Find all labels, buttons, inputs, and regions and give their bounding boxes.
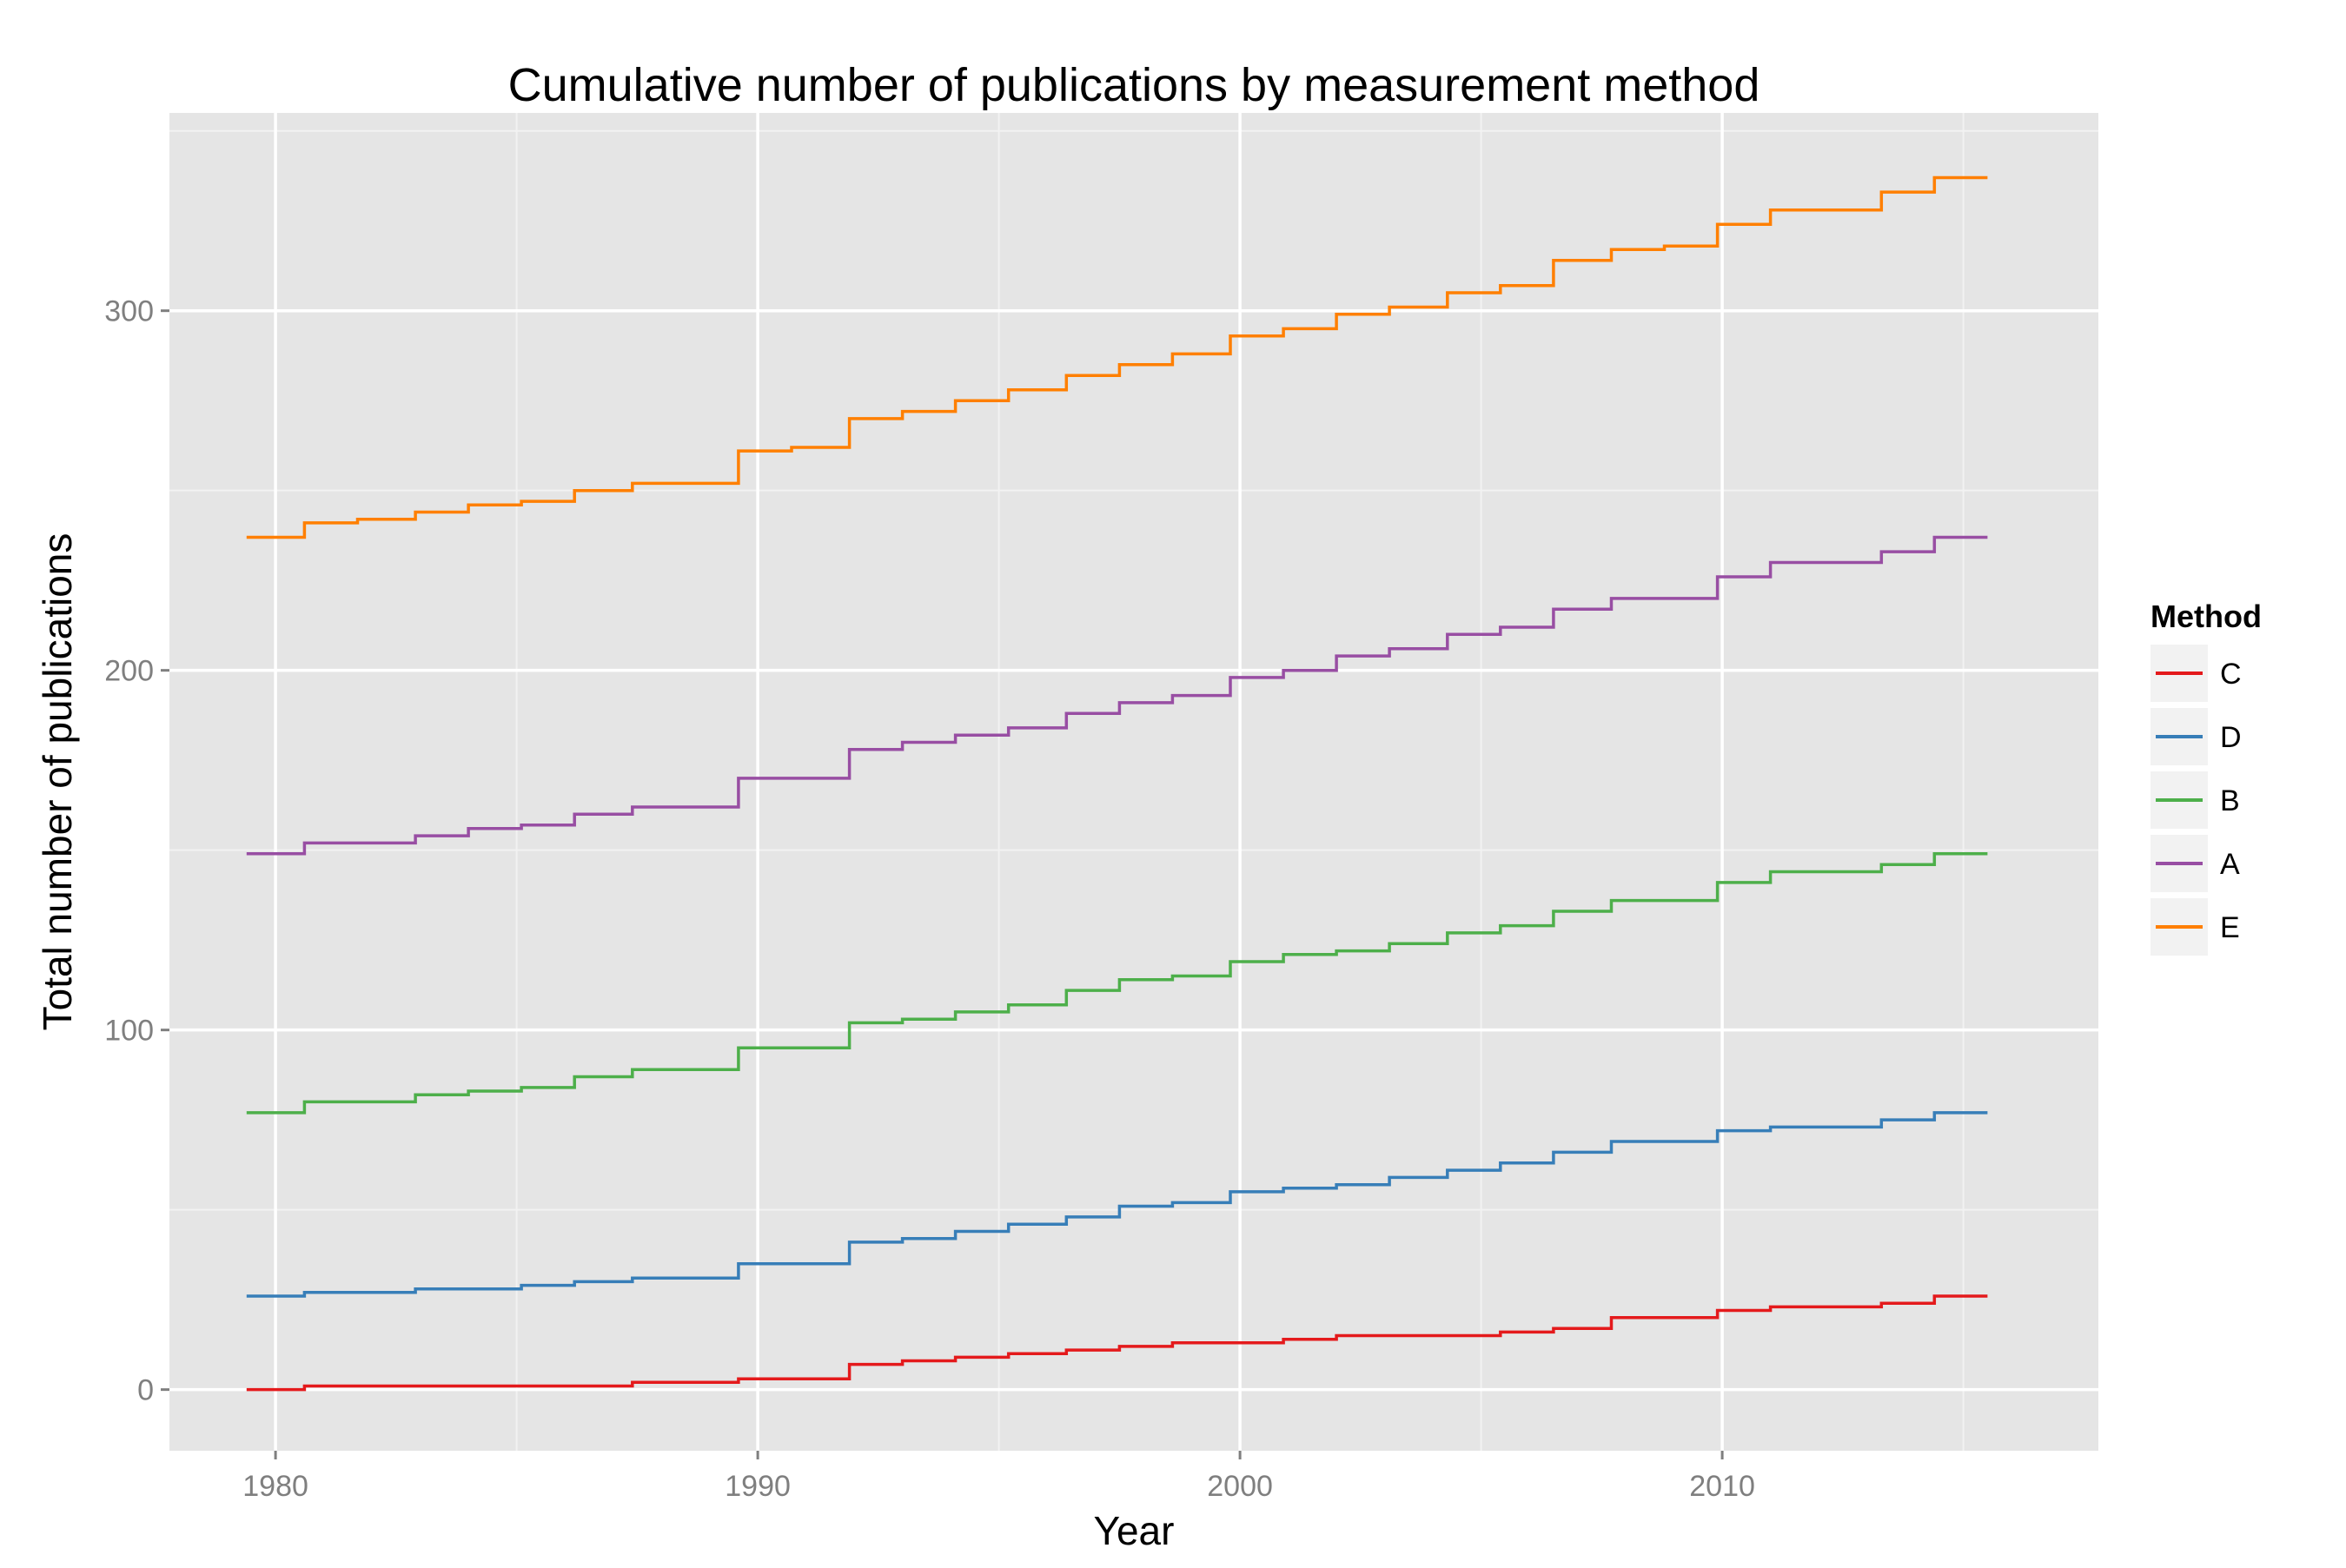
tick-labels: 1980 1990 2000 2010 0 100 200 300 [104, 295, 1755, 1503]
legend-label-b: B [2220, 784, 2240, 817]
series-line-e [246, 175, 1988, 539]
series-line-c [246, 1294, 1988, 1392]
series-line-d [246, 1111, 1988, 1298]
legend-label-a: A [2220, 848, 2240, 881]
y-tick-label: 0 [137, 1374, 154, 1407]
chart-title: Cumulative number of publications by mea… [508, 59, 1760, 111]
series-layer [246, 175, 1988, 1392]
legend-label-e: E [2220, 911, 2240, 944]
y-tick-label: 300 [104, 295, 154, 328]
x-axis-label: Year [1094, 1508, 1175, 1553]
legend-label-d: D [2220, 721, 2242, 754]
panel-background [169, 113, 2098, 1451]
axis-ticks [161, 309, 1724, 1459]
y-tick-label: 100 [104, 1015, 154, 1048]
minor-gridlines [169, 113, 2098, 1451]
x-tick-label: 1980 [242, 1470, 308, 1503]
series-line-a [246, 535, 1988, 856]
legend-title: Method [2150, 599, 2262, 634]
series-line-b [246, 852, 1988, 1115]
x-tick-label: 2000 [1207, 1470, 1273, 1503]
y-axis-label: Total number of publications [35, 533, 80, 1031]
x-tick-label: 2010 [1689, 1470, 1755, 1503]
legend-label-c: C [2220, 658, 2242, 691]
y-tick-label: 200 [104, 655, 154, 688]
x-tick-label: 1990 [725, 1470, 791, 1503]
